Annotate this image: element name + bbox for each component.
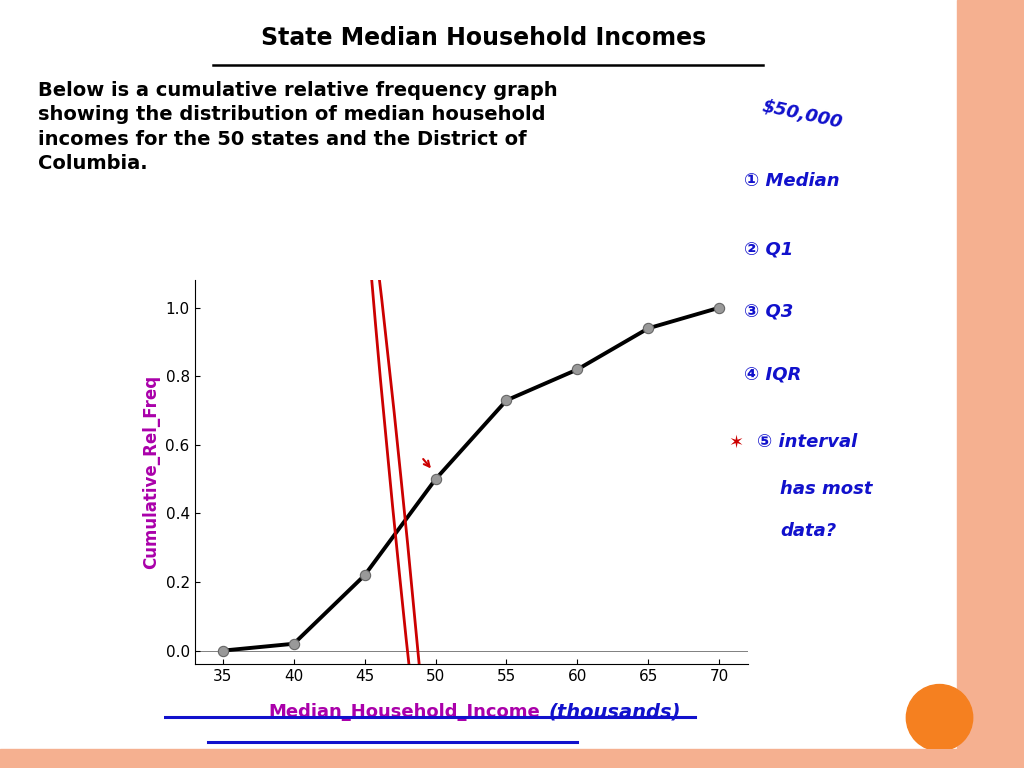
- Bar: [957, 0, 1024, 768]
- Text: ③ Q3: ③ Q3: [743, 303, 793, 321]
- Text: ④ IQR: ④ IQR: [743, 366, 801, 383]
- Point: [286, 637, 302, 650]
- Text: $50,000: $50,000: [761, 98, 845, 132]
- Text: has most: has most: [780, 480, 872, 498]
- Text: Median_Household_Income: Median_Household_Income: [269, 703, 541, 721]
- Point: [427, 473, 443, 485]
- Point: [711, 302, 727, 314]
- Text: ② Q1: ② Q1: [743, 240, 793, 258]
- Point: [640, 323, 656, 335]
- Point: [499, 394, 515, 406]
- Y-axis label: Cumulative_Rel_Freq: Cumulative_Rel_Freq: [142, 376, 160, 569]
- Text: (thousands): (thousands): [549, 703, 681, 721]
- Bar: [0, 749, 1024, 768]
- Point: [215, 644, 231, 657]
- Point: [569, 363, 586, 376]
- Text: State Median Household Incomes: State Median Household Incomes: [261, 26, 707, 50]
- Point: [356, 569, 373, 581]
- Text: ✶: ✶: [728, 433, 743, 452]
- Text: ① Median: ① Median: [743, 172, 840, 190]
- Circle shape: [906, 684, 973, 751]
- Text: data?: data?: [780, 522, 837, 540]
- Text: Below is a cumulative relative frequency graph
showing the distribution of media: Below is a cumulative relative frequency…: [38, 81, 557, 173]
- Text: ⑤ interval: ⑤ interval: [758, 433, 858, 452]
